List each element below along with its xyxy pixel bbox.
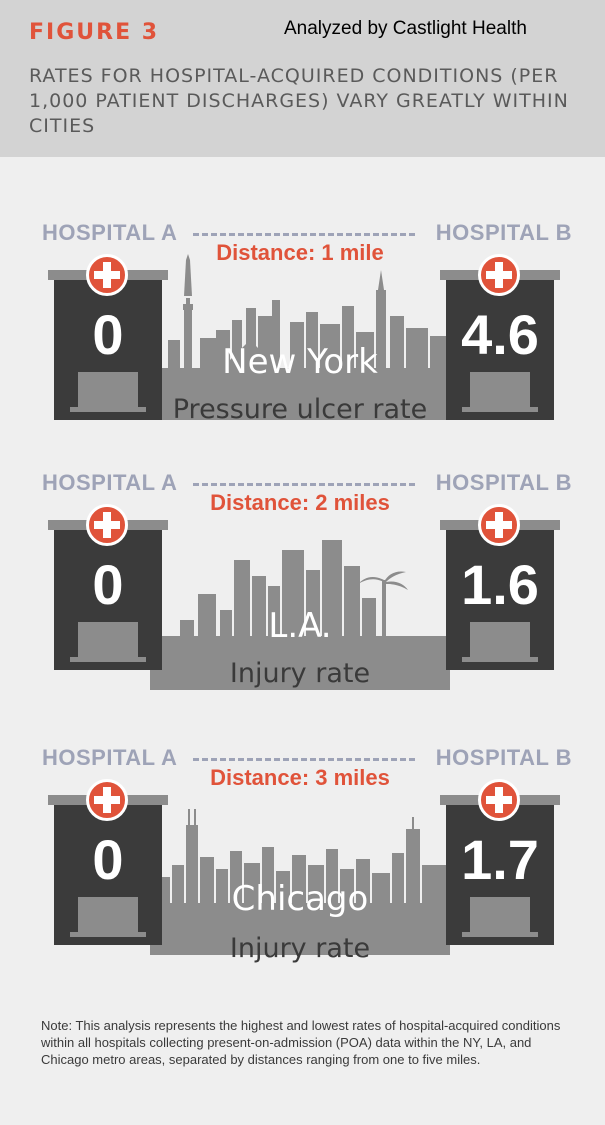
distance-label: Distance: 3 miles bbox=[210, 765, 390, 790]
panel-los-angeles: HOSPITAL A HOSPITAL B Distance: 2 miles … bbox=[0, 470, 605, 710]
hospital-b-building: 1.7 bbox=[440, 779, 560, 945]
chicago-skyline-icon bbox=[150, 809, 450, 955]
building-step bbox=[70, 932, 146, 937]
hospital-b-label: HOSPITAL B bbox=[435, 745, 572, 770]
panel-new-york: HOSPITAL A HOSPITAL B Distance: 1 mile bbox=[0, 220, 605, 460]
city-name: L.A. bbox=[268, 606, 332, 646]
hospital-a-value: 0 bbox=[92, 303, 124, 366]
distance-dash-line bbox=[193, 758, 415, 761]
hospital-b-label: HOSPITAL B bbox=[435, 470, 572, 495]
metric-label: Injury rate bbox=[229, 933, 371, 964]
city-name: New York bbox=[222, 342, 378, 382]
building-door bbox=[78, 622, 138, 660]
figure-label: FIGURE 3 bbox=[29, 20, 160, 45]
hospital-a-building: 0 bbox=[48, 504, 168, 670]
building-door bbox=[470, 372, 530, 410]
building-door bbox=[470, 897, 530, 935]
hospital-a-building: 0 bbox=[48, 254, 168, 420]
medical-cross-icon bbox=[478, 504, 520, 546]
medical-cross-icon bbox=[86, 254, 128, 296]
hospital-a-building: 0 bbox=[48, 779, 168, 945]
metric-label: Pressure ulcer rate bbox=[172, 394, 428, 425]
distance-label: Distance: 2 miles bbox=[210, 490, 390, 515]
building-step bbox=[462, 932, 538, 937]
distance-dash-line bbox=[193, 483, 415, 486]
building-door bbox=[78, 897, 138, 935]
medical-cross-icon bbox=[86, 504, 128, 546]
attribution: Analyzed by Castlight Health bbox=[284, 18, 527, 39]
hospital-b-building: 4.6 bbox=[440, 254, 560, 420]
building-step bbox=[462, 657, 538, 662]
hospital-b-value: 1.6 bbox=[461, 553, 539, 616]
building-step bbox=[462, 407, 538, 412]
hospital-b-value: 1.7 bbox=[461, 828, 539, 891]
hospital-a-value: 0 bbox=[92, 553, 124, 616]
figure-title: RATES FOR HOSPITAL-ACQUIRED CONDITIONS (… bbox=[29, 65, 569, 137]
hospital-a-value: 0 bbox=[92, 828, 124, 891]
hospital-b-value: 4.6 bbox=[461, 303, 539, 366]
header-banner: FIGURE 3 Analyzed by Castlight Health RA… bbox=[0, 0, 605, 157]
footnote: Note: This analysis represents the highe… bbox=[41, 1018, 561, 1067]
hospital-b-label: HOSPITAL B bbox=[435, 220, 572, 245]
city-name: Chicago bbox=[231, 879, 369, 919]
los-angeles-skyline-icon bbox=[150, 540, 450, 690]
distance-label: Distance: 1 mile bbox=[216, 240, 384, 265]
medical-cross-icon bbox=[478, 779, 520, 821]
building-door bbox=[78, 372, 138, 410]
building-step bbox=[70, 407, 146, 412]
hospital-a-label: HOSPITAL A bbox=[42, 470, 178, 495]
medical-cross-icon bbox=[86, 779, 128, 821]
metric-label: Injury rate bbox=[229, 658, 371, 689]
hospital-a-label: HOSPITAL A bbox=[42, 745, 178, 770]
hospital-a-label: HOSPITAL A bbox=[42, 220, 178, 245]
new-york-skyline-icon bbox=[150, 254, 450, 420]
panel-chicago: HOSPITAL A HOSPITAL B Distance: 3 miles bbox=[0, 745, 605, 985]
hospital-b-building: 1.6 bbox=[440, 504, 560, 670]
building-door bbox=[470, 622, 530, 660]
distance-dash-line bbox=[193, 233, 415, 236]
medical-cross-icon bbox=[478, 254, 520, 296]
building-step bbox=[70, 657, 146, 662]
